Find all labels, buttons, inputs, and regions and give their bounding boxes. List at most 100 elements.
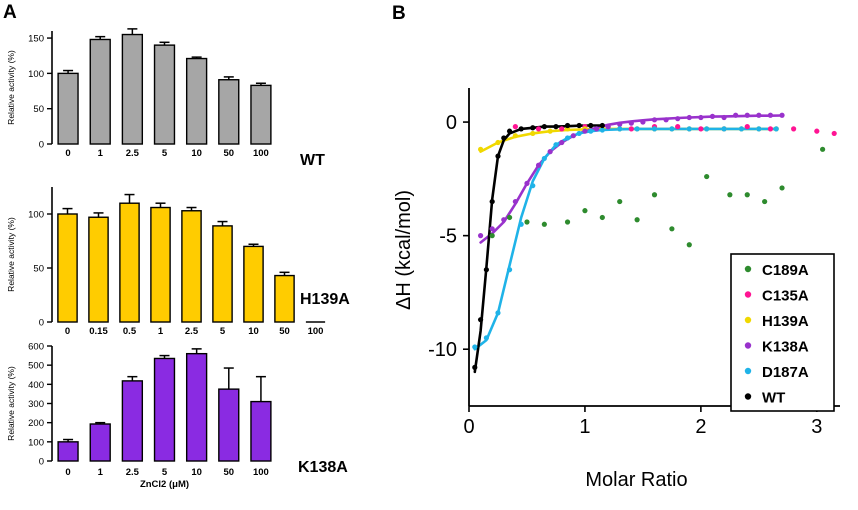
data-point-wt bbox=[506, 128, 513, 134]
bar bbox=[150, 206, 171, 323]
x-tick-label: 0.15 bbox=[89, 326, 108, 337]
x-tick-label: 100 bbox=[253, 467, 269, 478]
data-point-d187a bbox=[506, 267, 513, 273]
data-point-wt bbox=[483, 267, 489, 273]
legend-marker bbox=[744, 291, 752, 298]
bar bbox=[153, 357, 176, 462]
data-point-c135a bbox=[559, 126, 565, 132]
legend-marker bbox=[744, 367, 752, 375]
bar bbox=[250, 400, 272, 462]
bar bbox=[57, 213, 78, 323]
data-point-d187a bbox=[541, 155, 547, 162]
data-point-wt bbox=[599, 122, 605, 129]
x-tick-label: 0 bbox=[65, 148, 70, 159]
data-point-wt bbox=[541, 124, 547, 130]
data-point-c135a bbox=[675, 124, 681, 130]
data-point-k138a bbox=[593, 126, 600, 132]
y-tick-label: 0 bbox=[446, 112, 457, 134]
legend-label: C189A bbox=[762, 262, 809, 279]
data-point-k138a bbox=[512, 198, 518, 205]
data-point-k138a bbox=[547, 149, 553, 155]
data-point-h139a bbox=[512, 133, 518, 139]
data-point-d187a bbox=[738, 126, 745, 132]
y-tick-label: 50 bbox=[33, 104, 44, 115]
data-point-c189a bbox=[617, 198, 623, 205]
itc-scatter-chart: 0 1 2 3 0 -5 -10 Molar Ratio ΔH (kcal/mol) C189A C… bbox=[393, 88, 840, 491]
x-tick-label: 1 bbox=[98, 148, 104, 159]
data-point-wt bbox=[564, 122, 571, 129]
data-point-c135a bbox=[767, 126, 774, 132]
bar-chart-wt: 0 50 100 150 Relative activity (%) 0 1 2.5 5 10 50… bbox=[6, 28, 325, 169]
legend-box bbox=[730, 253, 835, 412]
data-point-wt bbox=[553, 124, 559, 130]
data-point-wt bbox=[588, 122, 594, 129]
data-point-k138a bbox=[628, 120, 634, 126]
y-tick-label: 600 bbox=[28, 342, 44, 353]
data-point-c189a bbox=[651, 192, 658, 198]
data-point-c189a bbox=[669, 226, 675, 232]
bar bbox=[57, 441, 79, 462]
bar bbox=[185, 57, 208, 145]
x-tick-label: 5 bbox=[162, 148, 168, 159]
data-point-d187a bbox=[472, 344, 478, 350]
data-point-h139a bbox=[547, 128, 553, 134]
data-point-d187a bbox=[530, 183, 536, 189]
bar bbox=[153, 44, 176, 145]
x-tick-label: 5 bbox=[220, 326, 226, 337]
data-point-k138a bbox=[617, 121, 623, 127]
data-point-c189a bbox=[564, 219, 571, 225]
data-point-d187a bbox=[617, 126, 623, 132]
data-point-c135a bbox=[535, 126, 542, 132]
x-tick-label: 0 bbox=[463, 416, 474, 438]
y-tick-label: 200 bbox=[28, 418, 44, 429]
data-point-c189a bbox=[599, 214, 605, 221]
legend-marker bbox=[744, 265, 752, 273]
x-tick-label: 1 bbox=[98, 467, 104, 478]
data-point-c135a bbox=[744, 124, 750, 130]
data-point-d187a bbox=[483, 335, 489, 341]
data-point-c135a bbox=[814, 128, 820, 134]
y-tick-label: 0 bbox=[39, 318, 44, 329]
bar bbox=[185, 352, 208, 462]
bar bbox=[218, 79, 240, 145]
bar bbox=[89, 423, 111, 462]
y-tick-label: 100 bbox=[28, 437, 44, 448]
data-point-c135a bbox=[512, 124, 518, 130]
legend-marker bbox=[744, 393, 752, 400]
x-tick-label: 50 bbox=[223, 467, 234, 478]
data-point-d187a bbox=[686, 126, 692, 132]
x-tick-label: 10 bbox=[191, 148, 202, 159]
x-tick-label: 0 bbox=[65, 326, 70, 337]
data-point-c189a bbox=[779, 185, 785, 191]
data-point-c189a bbox=[727, 192, 733, 198]
x-tick-label: 50 bbox=[223, 148, 234, 159]
x-tick-label: 0.5 bbox=[123, 326, 137, 337]
x-axis-label: ZnCl2 (μM) bbox=[140, 479, 189, 490]
y-tick-label: 150 bbox=[28, 34, 44, 45]
data-point-h139a bbox=[495, 139, 501, 146]
x-tick-label: 1 bbox=[158, 326, 164, 337]
data-point-d187a bbox=[704, 126, 710, 132]
data-point-d187a bbox=[669, 126, 675, 132]
data-point-wt bbox=[530, 125, 536, 131]
data-point-c189a bbox=[541, 221, 547, 227]
y-tick-label: 100 bbox=[28, 210, 44, 221]
legend-label: C135A bbox=[762, 288, 809, 305]
data-point-c189a bbox=[506, 214, 513, 221]
x-tick-label: 2.5 bbox=[126, 148, 140, 159]
data-point-wt bbox=[576, 122, 582, 129]
data-point-k138a bbox=[663, 117, 669, 123]
x-tick-label: 10 bbox=[191, 467, 202, 478]
y-tick-label: -5 bbox=[439, 226, 457, 248]
data-point-wt bbox=[495, 153, 501, 159]
data-point-d187a bbox=[721, 126, 727, 132]
x-tick-label: 2.5 bbox=[126, 467, 140, 478]
bar bbox=[274, 274, 295, 323]
data-point-k138a bbox=[651, 117, 658, 123]
y-tick-label: 500 bbox=[28, 361, 44, 372]
data-point-k138a bbox=[489, 226, 495, 232]
data-point-h139a bbox=[530, 130, 536, 137]
y-tick-label: -10 bbox=[428, 339, 457, 361]
